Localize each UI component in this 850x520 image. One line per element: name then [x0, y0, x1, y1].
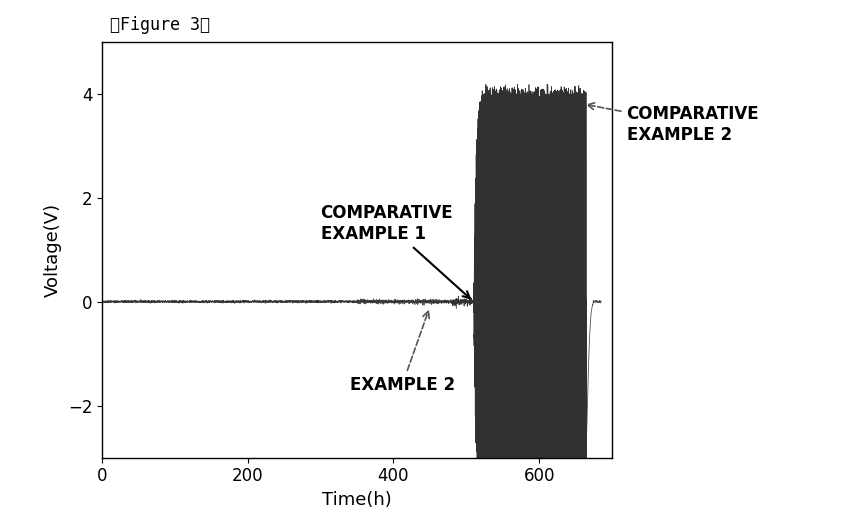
Y-axis label: Voltage(V): Voltage(V)	[44, 202, 62, 297]
X-axis label: Time(h): Time(h)	[322, 491, 392, 509]
Text: COMPARATIVE
EXAMPLE 1: COMPARATIVE EXAMPLE 1	[320, 204, 470, 298]
Text: 「Figure 3」: 「Figure 3」	[110, 16, 211, 34]
Text: EXAMPLE 2: EXAMPLE 2	[349, 311, 455, 394]
Text: COMPARATIVE
EXAMPLE 2: COMPARATIVE EXAMPLE 2	[587, 103, 759, 144]
